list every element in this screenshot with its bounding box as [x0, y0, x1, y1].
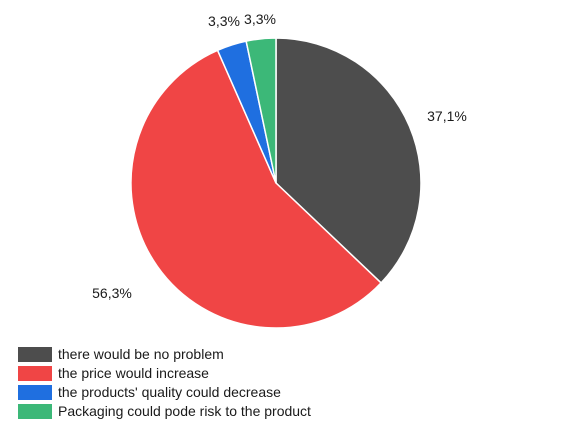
legend-item: the products' quality could decrease [18, 383, 311, 402]
legend-swatch [18, 385, 52, 400]
pie-slice [245, 37, 277, 184]
legend-swatch [18, 347, 52, 362]
slice-value-label: 3,3% [208, 13, 240, 29]
legend-item: there would be no problem [18, 345, 311, 364]
pie-slices [130, 37, 422, 329]
legend-label: there would be no problem [58, 346, 224, 362]
legend-swatch [18, 366, 52, 381]
slice-value-label: 3,3% [244, 11, 276, 27]
pie-slice [130, 49, 383, 329]
legend-item: Packaging could pode risk to the product [18, 402, 311, 421]
legend-item: the price would increase [18, 364, 311, 383]
legend-label: the products' quality could decrease [58, 384, 281, 400]
legend-label: the price would increase [58, 365, 209, 381]
slice-value-label: 37,1% [427, 108, 467, 124]
legend-swatch [18, 404, 52, 419]
legend: there would be no problem the price woul… [18, 345, 311, 421]
legend-label: Packaging could pode risk to the product [58, 403, 311, 419]
pie-slice [275, 37, 422, 284]
slice-value-label: 56,3% [92, 285, 132, 301]
pie-labels: 37,1% 56,3% 3,3% 3,3% [92, 11, 467, 301]
